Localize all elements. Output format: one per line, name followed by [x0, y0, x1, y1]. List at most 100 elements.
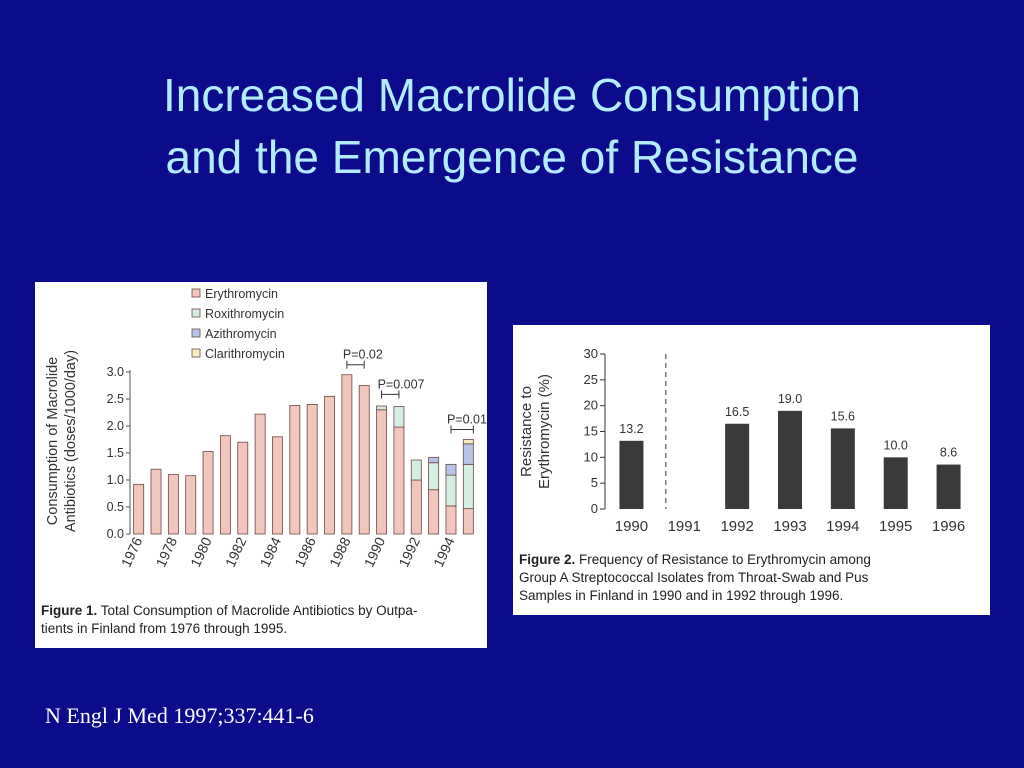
figure2-caption-line2: Group A Streptococcal Isolates from Thro…: [519, 570, 869, 585]
fig1-x-tick-label: 1994: [430, 534, 458, 569]
fig1-y-tick-label: 2.0: [107, 419, 124, 433]
fig1-bar-roxithromycin-1994: [445, 474, 457, 507]
fig1-y-tick-label: 1.0: [107, 473, 124, 487]
fig1-bar-roxithromycin-1992: [410, 459, 422, 481]
fig2-bar-1993: [778, 410, 802, 509]
fig2-y-tick-label: 10: [584, 449, 598, 464]
fig1-y-axis-label: Consumption of Macrolide Antibiotics (dos…: [45, 350, 79, 532]
fig1-bar-erythromycin-1983: [254, 413, 266, 535]
fig1-bar-erythromycin-1984: [272, 436, 283, 535]
figure1-caption-label: Figure 1.: [41, 603, 98, 618]
fig1-y-tick-label: 0.0: [107, 527, 124, 541]
fig2-x-tick-label: 1995: [879, 518, 912, 535]
figure2-chart: 0 5 10 15 20 25 30 Resistance toErythromycin (%…: [518, 346, 965, 535]
fig1-legend-swatch: [191, 328, 201, 338]
fig1-bar-erythromycin-1989: [358, 385, 370, 535]
fig1-y-tick-label: 3.0: [107, 365, 124, 379]
fig1-bar-azithromycin-1995: [462, 443, 474, 465]
fig2-data-label: 16.5: [725, 405, 749, 419]
fig1-bar-erythromycin-1977: [150, 468, 162, 535]
fig2-bar-1995: [883, 457, 908, 509]
fig1-bar-roxithromycin-1993: [428, 462, 440, 491]
fig2-data-label: 19.0: [778, 392, 802, 406]
fig2-bar-1996: [936, 464, 961, 509]
fig2-bar-1992: [725, 423, 750, 509]
fig1-bar-erythromycin-1981: [219, 435, 231, 535]
fig2-x-tick-label: 1993: [773, 518, 806, 535]
fig1-bar-azithromycin-1994: [445, 463, 457, 476]
fig2-y-tick-label: 15: [584, 424, 598, 439]
fig2-y-tick-label: 30: [584, 346, 598, 361]
figure1-caption: Figure 1. Total Consumption of Macrolide…: [41, 602, 485, 638]
fig1-bar-erythromycin-1987: [324, 395, 335, 535]
figure2-panel: 0 5 10 15 20 25 30 Resistance toErythromycin (%…: [513, 325, 990, 615]
fig1-pvalue-label: P=0.007: [378, 377, 425, 391]
fig2-data-label: 13.2: [619, 422, 643, 436]
figure1-panel: 0.0 0.5 1.0 1.5 2.0 2.5 3.0 Consumption of Macr…: [35, 282, 487, 648]
fig1-y-tick-label: 1.5: [107, 446, 124, 460]
fig1-bar-erythromycin-1976: [133, 483, 145, 535]
fig1-legend-swatch: [191, 288, 201, 298]
slide-title: Increased Macrolide Consumption and the …: [0, 64, 1024, 188]
fig1-legend-label: Roxithromycin: [205, 307, 284, 321]
fig1-bar-azithromycin-1993: [428, 456, 440, 464]
fig1-legend-label: Azithromycin: [205, 327, 277, 341]
fig2-bar-1990: [619, 440, 644, 509]
slide-title-line1: Increased Macrolide Consumption: [162, 69, 862, 121]
figure1-caption-line1: Total Consumption of Macrolide Antibioti…: [100, 603, 418, 618]
fig2-data-label: 8.6: [940, 446, 957, 460]
fig1-bar-erythromycin-1991: [393, 426, 405, 535]
fig1-x-tick-label: 1988: [326, 534, 354, 569]
fig1-x-tick-label: 1990: [361, 534, 389, 569]
fig1-bar-erythromycin-1988: [341, 374, 353, 535]
fig1-x-tick-label: 1984: [257, 534, 285, 569]
fig2-y-tick-label: 0: [591, 501, 598, 516]
fig2-x-tick-label: 1990: [615, 518, 648, 535]
fig1-bar-erythromycin-1994: [445, 505, 457, 535]
fig1-bar-erythromycin-1993: [428, 489, 440, 535]
fig1-legend-label: Clarithromycin: [205, 347, 285, 361]
fig1-bar-erythromycin-1986: [306, 404, 318, 535]
fig1-bar-erythromycin-1992: [410, 479, 422, 535]
slide-title-line2: and the Emergence of Resistance: [165, 131, 859, 183]
fig1-bar-erythromycin-1982: [237, 441, 249, 535]
fig2-x-tick-label: 1992: [720, 518, 753, 535]
figure2-caption-label: Figure 2.: [519, 552, 576, 567]
figure2-caption: Figure 2. Frequency of Resistance to Ery…: [519, 551, 985, 605]
fig1-bar-erythromycin-1985: [289, 405, 301, 535]
fig1-bar-roxithromycin-1990: [376, 405, 388, 411]
fig2-y-tick-label: 20: [584, 398, 598, 413]
fig1-bar-erythromycin-1979: [185, 475, 197, 535]
fig1-pvalue-label: P=0.01: [447, 413, 487, 427]
fig1-x-tick-label: 1978: [152, 534, 180, 569]
fig2-data-label: 10.0: [884, 438, 908, 452]
fig2-y-tick-label: 25: [584, 372, 598, 387]
fig1-y-tick-label: 0.5: [107, 500, 124, 514]
fig1-bar-clarithromycin-1995: [462, 439, 474, 445]
fig1-bar-roxithromycin-1995: [462, 463, 474, 510]
figure2-caption-line3: Samples in Finland in 1990 and in 1992 t…: [519, 588, 844, 603]
fig1-legend-label: Erythromycin: [205, 287, 278, 301]
fig1-pvalue-label: P=0.02: [343, 348, 383, 362]
fig2-bar-1994: [830, 428, 855, 509]
fig1-x-tick-label: 1986: [291, 534, 319, 569]
fig1-bar-erythromycin-1995: [462, 508, 474, 535]
fig1-x-tick-label: 1982: [222, 534, 250, 569]
fig1-bar-erythromycin-1980: [202, 450, 214, 535]
figure2-caption-line1: Frequency of Resistance to Erythromycin …: [579, 552, 871, 567]
fig1-x-tick-label: 1992: [395, 534, 423, 569]
fig2-x-tick-label: 1991: [668, 518, 701, 535]
fig1-bar-erythromycin-1990: [376, 409, 388, 535]
fig1-x-tick-label: 1980: [187, 534, 215, 569]
fig1-legend-swatch: [191, 308, 201, 318]
figure1-chart: 0.0 0.5 1.0 1.5 2.0 2.5 3.0 Consumption of Macr…: [45, 287, 487, 570]
fig1-y-tick-label: 2.5: [107, 392, 124, 406]
fig2-x-tick-label: 1994: [826, 518, 859, 535]
fig2-y-axis-label: Resistance toErythromycin (%): [518, 374, 553, 489]
fig2-y-tick-label: 5: [591, 475, 598, 490]
fig1-bar-erythromycin-1978: [167, 474, 179, 535]
fig2-x-tick-label: 1996: [932, 518, 965, 535]
figure1-caption-line2: tients in Finland from 1976 through 1995…: [41, 621, 288, 636]
fig1-bar-roxithromycin-1991: [393, 406, 405, 428]
citation: N Engl J Med 1997;337:441-6: [45, 703, 314, 728]
